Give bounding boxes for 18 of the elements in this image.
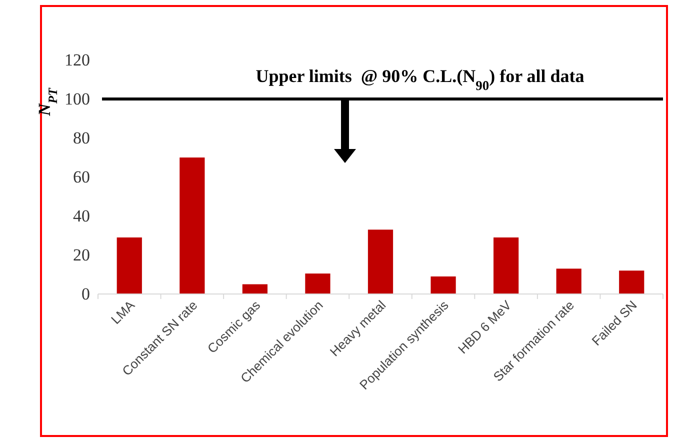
bar bbox=[180, 158, 205, 294]
bar bbox=[494, 237, 519, 294]
y-tick-label: 60 bbox=[73, 167, 90, 186]
bar bbox=[242, 284, 268, 294]
y-tick-label: 40 bbox=[73, 206, 90, 226]
bar bbox=[368, 230, 394, 294]
y-tick-label: 20 bbox=[73, 245, 90, 264]
y-tick-label: 0 bbox=[82, 284, 90, 304]
y-tick-label: 80 bbox=[73, 128, 90, 148]
bar bbox=[619, 270, 644, 294]
bar bbox=[556, 268, 582, 294]
ref-line-label: Upper limits @ 90% C.L.(N$_{90}$) for all data bbox=[256, 66, 584, 92]
x-tick-label: LMA bbox=[108, 297, 138, 328]
y-tick-label: 120 bbox=[64, 50, 90, 70]
y-tick-label: 100 bbox=[64, 89, 90, 108]
bar bbox=[430, 276, 456, 294]
bar bbox=[305, 274, 330, 294]
bar bbox=[116, 237, 142, 294]
